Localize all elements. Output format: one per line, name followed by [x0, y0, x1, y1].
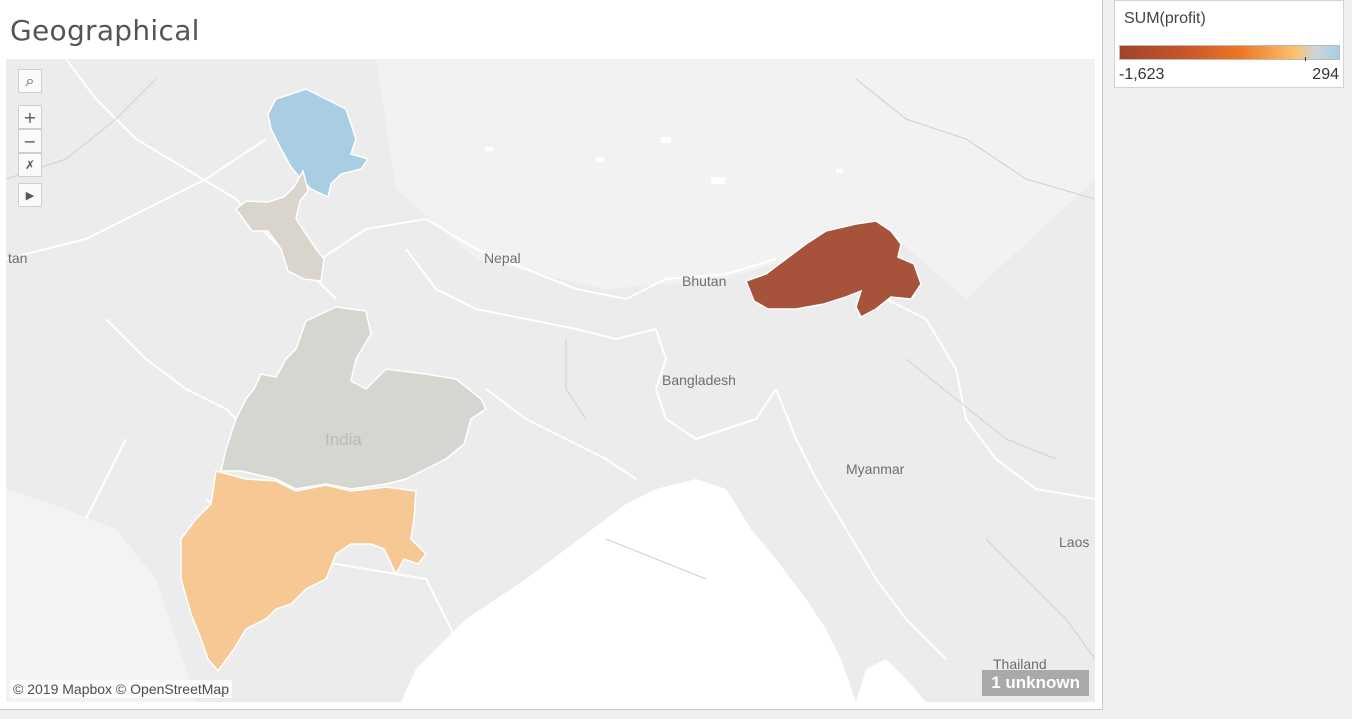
map-canvas[interactable] [6, 59, 1095, 702]
place-label-bhutan: Bhutan [682, 273, 727, 289]
highlighted-region-west[interactable] [180, 470, 428, 673]
unknown-badge[interactable]: 1 unknown [982, 670, 1089, 696]
place-label-laos: Laos [1059, 534, 1090, 550]
plateau-area [376, 59, 1095, 299]
worksheet: Geographical [0, 0, 1103, 710]
place-label-myanmar: Myanmar [846, 461, 905, 477]
highlighted-region-northwest[interactable] [234, 168, 325, 282]
andaman-water [856, 659, 926, 702]
legend-title: SUM(profit) [1124, 10, 1206, 27]
place-label-india: India [325, 430, 362, 449]
sea-west [6, 489, 196, 702]
pin-map-icon[interactable]: ✗ [18, 153, 42, 177]
legend-zero-tick [1305, 57, 1306, 61]
place-label-tan: tan [8, 250, 28, 266]
highlighted-region-northeast[interactable] [745, 220, 922, 319]
place-label-thailand: Thailand [993, 656, 1047, 672]
internal-borders [6, 78, 1095, 660]
place-label-bangladesh: Bangladesh [662, 372, 736, 388]
search-icon[interactable]: ⌕ [18, 69, 42, 93]
legend-color-ramp [1119, 45, 1340, 60]
highlighted-region-north[interactable] [267, 88, 370, 199]
bay-water [401, 479, 856, 702]
color-legend[interactable]: SUM(profit) -1,623 294 [1114, 0, 1344, 88]
zoom-out-button[interactable]: − [18, 129, 42, 153]
legend-max-label: 294 [1312, 66, 1339, 83]
lakes [486, 137, 842, 184]
expand-toolbar-icon[interactable]: ▶ [18, 183, 42, 207]
sheet-title: Geographical [10, 14, 200, 47]
zoom-in-button[interactable]: + [18, 105, 42, 129]
highlighted-region-central[interactable] [220, 306, 487, 490]
legend-min-label: -1,623 [1119, 66, 1165, 83]
place-label-nepal: Nepal [484, 250, 521, 266]
map-attribution[interactable]: © 2019 Mapbox © OpenStreetMap [10, 680, 232, 698]
map-view[interactable]: tan Nepal Bhutan Bangladesh India Myanma… [6, 59, 1095, 702]
map-toolbar: ⌕ + − ✗ ▶ [18, 69, 44, 207]
